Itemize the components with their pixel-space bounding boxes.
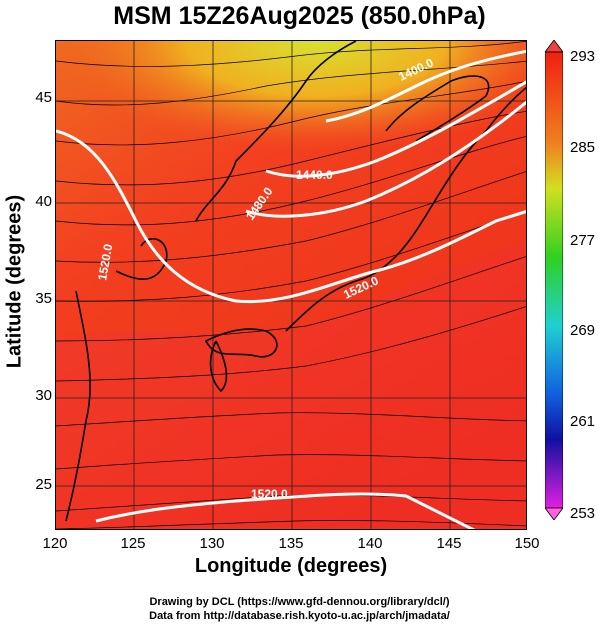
x-tick-label: 125	[120, 535, 146, 552]
credit-drawing: Drawing by DCL (https://www.gfd-dennou.o…	[149, 596, 450, 608]
contour-label-1440: 1440.0	[296, 168, 333, 182]
y-tick-label: 40	[35, 193, 52, 210]
x-tick-label: 150	[514, 535, 540, 552]
x-tick-label: 120	[42, 535, 68, 552]
grid	[56, 41, 526, 529]
x-tick-label: 130	[199, 535, 225, 552]
credit-data: Data from http://database.rish.kyoto-u.a…	[149, 610, 450, 622]
x-axis-label: Longitude (degrees)	[194, 555, 388, 577]
y-tick-label: 35	[35, 290, 52, 307]
chart-title: MSM 15Z26Aug2025 (850.0hPa)	[113, 2, 486, 30]
map-plot-area: 1440.0 1480.0 1520.0 1520.0 1520.0 1400.…	[55, 40, 527, 530]
y-tick-label: 45	[35, 89, 52, 106]
colorbar-tick: 261	[570, 413, 596, 430]
coastlines	[65, 41, 526, 522]
colorbar	[545, 40, 563, 520]
contour-label-1520-south: 1520.0	[251, 487, 288, 501]
height-contours	[56, 49, 526, 529]
x-tick-label: 135	[278, 535, 304, 552]
colorbar-tick: 293	[570, 48, 596, 65]
y-tick-label: 30	[35, 387, 52, 404]
colorbar-tick: 269	[570, 322, 596, 339]
y-tick-label: 25	[35, 476, 52, 493]
cool-air-region	[56, 41, 526, 241]
colorbar-tick: 277	[570, 232, 596, 249]
x-tick-label: 140	[357, 535, 383, 552]
contour-label-1520-west: 1520.0	[95, 243, 115, 282]
colorbar-tick: 253	[570, 505, 596, 522]
x-tick-label: 145	[436, 535, 462, 552]
y-axis-label: Latitude (degrees)	[3, 194, 26, 369]
colorbar-tick: 285	[570, 139, 596, 156]
